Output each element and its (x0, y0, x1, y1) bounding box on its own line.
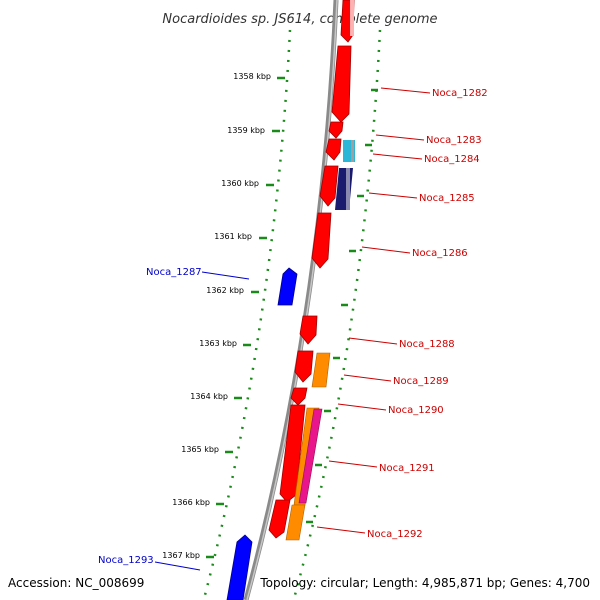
gene-arrow-1287[interactable] (277, 267, 298, 306)
gene-arrow[interactable] (279, 404, 306, 503)
gene-arrow[interactable] (294, 350, 314, 383)
gene-orange-1289[interactable] (311, 352, 331, 388)
map-title: Nocardioides sp. JS614, complete genome (162, 12, 437, 27)
gene-label-noca-1282[interactable]: Noca_1282 (432, 88, 488, 99)
label-leaders (154, 87, 431, 571)
gene-label-noca-1285[interactable]: Noca_1285 (419, 193, 475, 204)
kbp-label: 1360 kbp (221, 179, 259, 188)
gene-arrow[interactable] (290, 387, 308, 406)
gene-label-noca-1293[interactable]: Noca_1293 (98, 555, 154, 566)
gene-label-noca-1291[interactable]: Noca_1291 (379, 463, 435, 474)
genome-summary-text: Topology: circular; Length: 4,985,871 bp… (259, 576, 590, 590)
gene-arrow[interactable] (319, 165, 339, 207)
gene-label-noca-1289[interactable]: Noca_1289 (393, 376, 449, 387)
gene-arrow[interactable] (311, 212, 332, 269)
kbp-label: 1361 kbp (214, 232, 252, 241)
kbp-label: 1367 kbp (162, 551, 200, 560)
kbp-label: 1359 kbp (227, 126, 265, 135)
gene-arrow[interactable] (268, 499, 291, 539)
gene-arrow[interactable] (325, 138, 342, 161)
gene-orange-1292[interactable] (285, 504, 306, 541)
gene-navy-shade (346, 168, 350, 210)
outer-track-genes (285, 140, 355, 541)
kbp-label: 1366 kbp (172, 498, 210, 507)
kbp-label: 1365 kbp (181, 445, 219, 454)
gene-label-noca-1292[interactable]: Noca_1292 (367, 529, 423, 540)
kbp-label: 1362 kbp (206, 286, 244, 295)
forward-genes (268, 0, 355, 539)
gene-cyan-shade (351, 140, 354, 162)
gene-label-noca-1288[interactable]: Noca_1288 (399, 339, 455, 350)
gene-labels: Noca_1282 Noca_1283 Noca_1284 Noca_1285 … (98, 88, 488, 566)
kbp-label: 1358 kbp (233, 72, 271, 81)
gene-arrow-1293[interactable] (226, 534, 253, 600)
gene-label-noca-1287[interactable]: Noca_1287 (146, 267, 202, 278)
gene-label-noca-1286[interactable]: Noca_1286 (412, 248, 468, 259)
outer-ticks (306, 88, 378, 524)
gene-label-noca-1283[interactable]: Noca_1283 (426, 135, 482, 146)
gene-arrow[interactable] (328, 121, 344, 139)
kbp-label: 1363 kbp (199, 339, 237, 348)
gene-label-noca-1290[interactable]: Noca_1290 (388, 405, 444, 416)
reverse-genes (226, 267, 298, 600)
gene-arrow[interactable] (299, 315, 318, 345)
accession-text: Accession: NC_008699 (8, 576, 144, 590)
gene-magenta-1290[interactable] (298, 408, 323, 504)
gene-arrow[interactable] (331, 45, 352, 123)
kbp-label: 1364 kbp (190, 392, 228, 401)
gene-navy[interactable] (335, 168, 353, 210)
kbp-scale: 1358 kbp 1359 kbp 1360 kbp 1361 kbp 1362… (162, 72, 285, 560)
gene-label-noca-1284[interactable]: Noca_1284 (424, 154, 480, 165)
gene-arrow (350, 0, 354, 36)
